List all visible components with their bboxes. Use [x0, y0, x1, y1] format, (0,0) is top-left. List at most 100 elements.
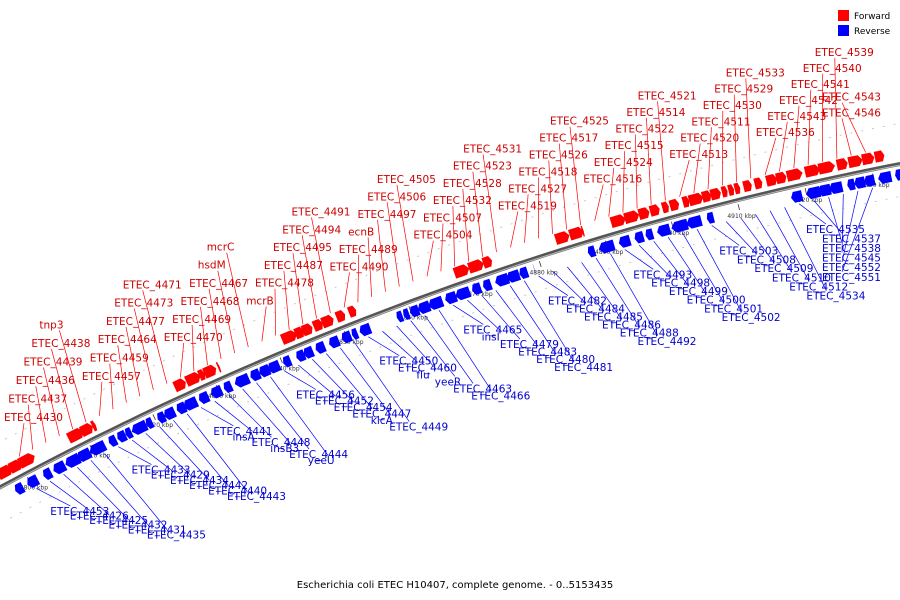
reverse-gene-label-leader — [270, 376, 329, 456]
forward-gene-arrow — [346, 305, 357, 318]
reverse-gene-arrow — [157, 411, 168, 424]
kbp-tick-label: 4900 kbp — [661, 230, 689, 237]
kbp-tick-label: 4820 kbp — [145, 422, 173, 429]
forward-gene-arrow — [765, 174, 778, 187]
reverse-gene-label: ETEC_4433 — [132, 465, 191, 477]
reverse-gene-label: ETEC_4481 — [554, 362, 613, 374]
reverse-gene-arrow — [296, 349, 307, 362]
forward-gene-label-leader — [646, 117, 652, 205]
forward-gene-arrow — [452, 264, 470, 279]
reverse-gene-arrow — [183, 396, 200, 411]
reverse-gene-label: ETEC_4452 — [315, 396, 374, 408]
forward-gene-label: ETEC_4473 — [114, 298, 173, 310]
forward-gene-label: ETEC_4543 — [822, 92, 881, 104]
reverse-gene-arrow — [686, 215, 703, 229]
forward-gene-label: ETEC_4539 — [815, 47, 874, 59]
reverse-gene-label-leader — [200, 407, 234, 427]
reverse-gene-arrow — [164, 406, 177, 420]
reverse-gene-arrow — [27, 474, 41, 488]
forward-gene-label-leader — [180, 342, 185, 378]
reverse-gene-label-leader — [145, 433, 191, 476]
forward-gene-arrow — [687, 192, 704, 207]
forward-gene-label: ETEC_4494 — [282, 224, 341, 236]
forward-gene-label-leader — [27, 404, 34, 450]
reverse-gene-label: ETEC_4483 — [518, 347, 577, 359]
reverse-gene-label-leader — [638, 245, 672, 278]
reverse-gene-label: ETEC_4500 — [687, 295, 746, 307]
reverse-gene-label: ETEC_4434 — [170, 475, 229, 487]
forward-gene-arrow — [835, 158, 848, 171]
reverse-gene-arrow — [854, 176, 867, 189]
reverse-gene-label-leader — [567, 266, 605, 312]
reverse-gene-arrow — [124, 427, 134, 439]
forward-gene-arrow — [279, 330, 297, 345]
reverse-gene-arrow — [283, 355, 293, 368]
kbp-tick-label: 4870 kbp — [464, 291, 492, 298]
reverse-gene-label-leader — [595, 257, 641, 328]
forward-gene-label: ETEC_4437 — [8, 394, 67, 406]
reverse-gene-arrow — [455, 286, 472, 301]
forward-gene-label: ETEC_4543 — [767, 111, 826, 123]
forward-gene-label: ETEC_4531 — [463, 144, 522, 156]
forward-gene-arrow — [720, 185, 728, 198]
reverse-gene-arrow — [145, 416, 155, 429]
reverse-gene-label-leader — [63, 473, 110, 516]
reverse-gene-label-leader — [312, 358, 354, 403]
forward-gene-label-leader — [343, 272, 350, 308]
forward-gene-arrow — [753, 177, 763, 190]
kbp-tick-label: 4860 kbp — [400, 315, 428, 322]
kbp-tick-label: 4880 kbp — [529, 269, 557, 276]
reverse-gene-label: yeeR — [435, 376, 461, 388]
forward-gene-label-leader — [608, 167, 615, 217]
genome-backbone — [0, 123, 900, 519]
reverse-gene-label: ETEC_4498 — [651, 278, 710, 290]
reverse-gene-label: ETEC_4535 — [806, 224, 865, 236]
reverse-gene-label-leader — [711, 225, 740, 246]
reverse-gene-arrow — [117, 429, 128, 443]
forward-gene-label: ETEC_4532 — [433, 195, 492, 207]
reverse-gene-label: ETEC_4493 — [633, 269, 692, 281]
reverse-gene-label: flu — [416, 369, 429, 381]
legend-forward-swatch — [838, 10, 849, 21]
reverse-gene-label: ETEC_4509 — [754, 263, 813, 275]
forward-gene-arrow — [16, 453, 35, 469]
reverse-gene-label-leader — [118, 446, 152, 465]
reverse-gene-label: ETEC_4510 — [772, 272, 831, 284]
reverse-gene-label: ETEC_4447 — [352, 408, 411, 420]
reverse-gene-label: ETEC_4538 — [822, 243, 881, 255]
reverse-gene-arrow — [403, 308, 411, 320]
forward-gene-arrow — [873, 150, 885, 163]
reverse-gene-arrow — [645, 228, 655, 241]
forward-gene-label-leader — [191, 324, 195, 372]
reverse-gene-label: ETEC_4453 — [50, 506, 109, 518]
forward-gene-label-leader — [426, 240, 434, 277]
kbp-tick-label: 4800 kbp — [20, 485, 48, 492]
forward-gene-label-leader — [274, 288, 276, 336]
forward-gene-label: ETEC_4470 — [164, 332, 223, 344]
forward-gene-label-leader — [452, 206, 456, 267]
kbp-tick-mark — [538, 260, 542, 267]
forward-gene-arrow — [7, 459, 22, 474]
forward-gene-label: ETEC_4525 — [550, 116, 609, 128]
legend-forward-label: Forward — [854, 12, 890, 22]
reverse-gene-label: ETEC_4454 — [334, 402, 393, 414]
reverse-gene-label-leader — [368, 336, 400, 356]
reverse-gene-label-leader — [653, 240, 690, 287]
forward-gene-label: ETEC_4517 — [539, 133, 598, 145]
forward-gene-label: ETEC_4530 — [703, 100, 762, 112]
forward-gene-label-leader — [462, 188, 470, 262]
forward-gene-label-leader — [707, 127, 712, 190]
forward-gene-arrow — [668, 198, 680, 212]
forward-gene-arrow — [733, 182, 741, 195]
forward-gene-label: ETEC_4459 — [90, 353, 149, 365]
kbp-tick-label: 4850 kbp — [335, 339, 363, 346]
reverse-gene-arrow — [829, 181, 844, 194]
legend-reverse-swatch — [838, 25, 849, 36]
reverse-gene-label-leader — [467, 299, 502, 332]
forward-gene-label: ETEC_4504 — [413, 230, 472, 242]
forward-gene-label-leader — [764, 137, 777, 175]
reverse-gene-arrow — [199, 390, 211, 405]
forward-gene-arrow — [311, 319, 323, 332]
forward-gene-arrow — [202, 364, 217, 379]
reverse-gene-arrow — [108, 434, 119, 447]
